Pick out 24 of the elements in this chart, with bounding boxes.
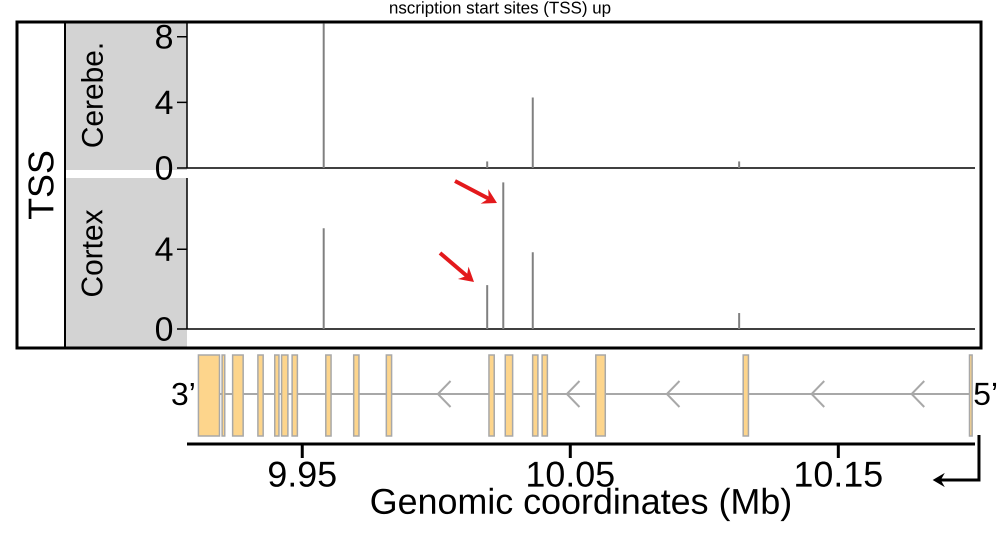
bar xyxy=(322,24,325,168)
text: TSS xyxy=(28,152,54,220)
y-tick-label: 0 xyxy=(156,317,172,341)
bar xyxy=(486,285,488,329)
bar xyxy=(532,97,534,168)
bar xyxy=(486,161,488,168)
y-tick-label: 8 xyxy=(156,24,172,49)
x-tick-label: 10.05 xyxy=(528,462,614,487)
x-tick-label: 10.15 xyxy=(796,462,882,487)
bar xyxy=(738,313,740,329)
text: 5’ xyxy=(974,382,996,406)
x-axis-title: Genomic coordinates (Mb) xyxy=(372,488,790,522)
x-tick-label: 9.95 xyxy=(269,462,336,487)
chart-title: nscription start sites (TSS) up xyxy=(390,1,610,17)
y-tick-label: 4 xyxy=(155,90,172,114)
y-tick-label: 0 xyxy=(156,156,172,180)
bar xyxy=(738,161,740,168)
text: 3’ xyxy=(172,382,194,406)
bar xyxy=(322,228,325,329)
bar xyxy=(532,252,534,329)
bar xyxy=(502,182,504,329)
y-axis-title: Cerebe. xyxy=(81,44,103,147)
y-axis-title: Cortex xyxy=(81,210,103,296)
y-tick-label: 4 xyxy=(155,238,172,261)
